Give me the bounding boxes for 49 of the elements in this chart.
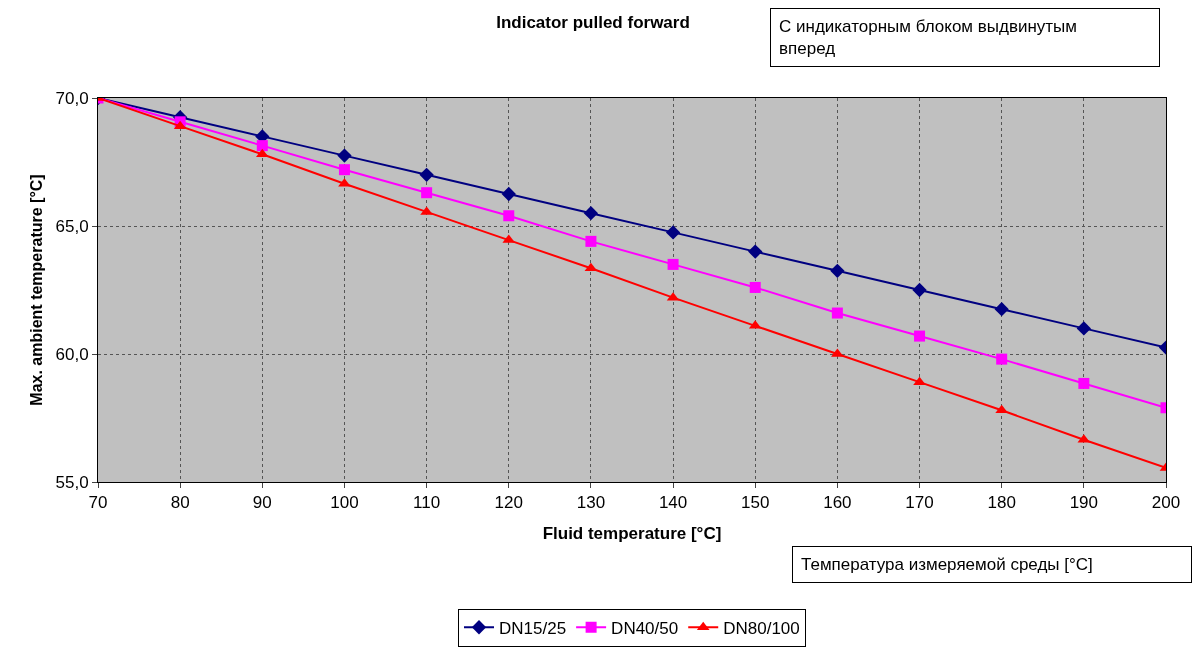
point — [1078, 377, 1090, 389]
x-tick-label: 150 — [741, 493, 770, 513]
point — [585, 235, 597, 247]
point — [667, 258, 679, 270]
text: С индикаторным блоком выдвинутым вперед — [779, 17, 1078, 59]
point — [255, 148, 269, 158]
y-tick-label: 55,0 — [55, 472, 89, 492]
x-axis-title: Fluid temperature [°C] — [542, 523, 722, 543]
point — [1076, 321, 1091, 336]
point — [501, 186, 516, 202]
point — [419, 167, 434, 182]
chart-title: Indicator pulled forward — [496, 13, 690, 33]
point — [914, 330, 926, 342]
point — [995, 404, 1009, 414]
point — [337, 148, 352, 163]
x-tick-label: 100 — [330, 493, 359, 513]
x-tick-label: 120 — [494, 493, 523, 513]
y-axis-title: Max. ambient temperature [°C] — [28, 174, 46, 406]
point — [421, 187, 433, 199]
point — [996, 353, 1008, 365]
y-tick-label: 65,0 — [55, 216, 89, 236]
legend-label: DN40/50 — [611, 618, 679, 638]
legend-label: DN80/100 — [723, 618, 800, 638]
legend-label: DN15/25 — [499, 618, 567, 638]
point — [830, 263, 845, 278]
point — [748, 244, 763, 259]
point — [583, 206, 599, 221]
y-tick-label: 70,0 — [55, 88, 89, 108]
point — [503, 210, 515, 222]
point — [912, 282, 927, 298]
point — [338, 164, 350, 176]
x-tick-label: 140 — [658, 493, 688, 513]
x-tick-label: 90 — [252, 493, 272, 513]
point — [665, 225, 681, 240]
y-tick-label: 60,0 — [55, 344, 89, 364]
x-tick-label: 190 — [1069, 493, 1099, 513]
text: Температура измеряемой среды [°C] — [801, 555, 1093, 574]
x-tick-label: 110 — [413, 493, 441, 513]
x-tick-label: 180 — [987, 493, 1016, 513]
point — [256, 140, 268, 152]
x-tick-label: 80 — [170, 493, 190, 513]
x-tick-label: 160 — [823, 493, 852, 513]
x-tick-label: 70 — [88, 493, 108, 513]
x-tick-label: 170 — [905, 493, 934, 513]
point — [994, 302, 1009, 317]
x-tick-label: 200 — [1151, 493, 1181, 513]
point — [831, 307, 843, 319]
point — [749, 281, 761, 293]
x-tick-label: 130 — [576, 493, 606, 513]
